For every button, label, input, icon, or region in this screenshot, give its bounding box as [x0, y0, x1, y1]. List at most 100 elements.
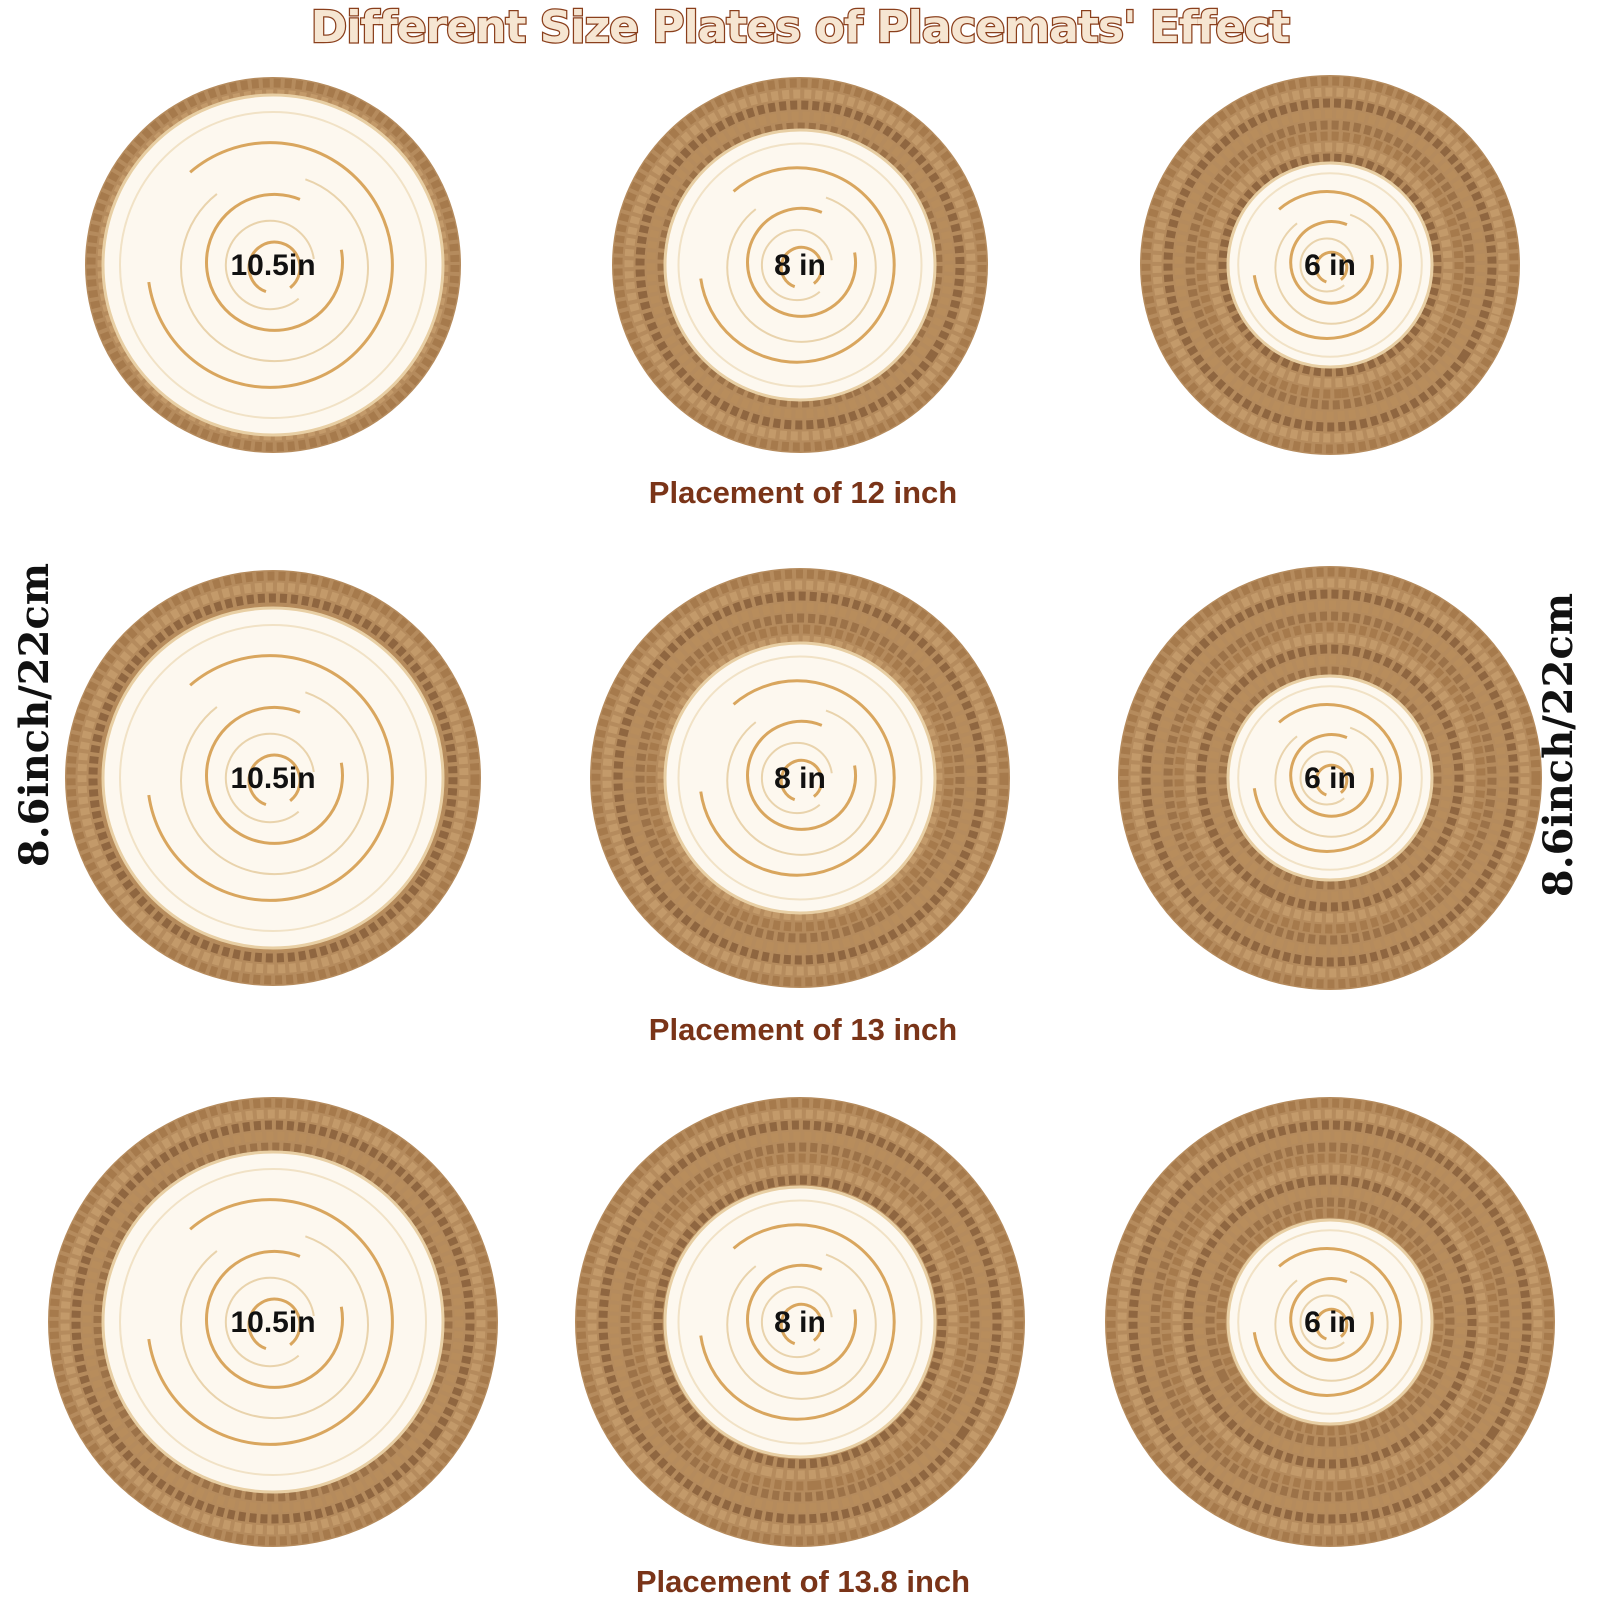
- mat-weave: [66, 571, 480, 985]
- placemat: 8 in: [612, 77, 988, 453]
- plate-swirl: [698, 166, 896, 364]
- plate-rim: [1237, 685, 1423, 871]
- plate-swirl: [1299, 750, 1355, 806]
- plate-size: 8 in: [774, 249, 826, 282]
- placemat: 10.5in: [48, 1097, 498, 1547]
- mat-weave: [1117, 1109, 1543, 1535]
- mat-weave: [613, 78, 987, 452]
- mat-weave: [60, 1109, 486, 1535]
- plate-swirl: [779, 758, 824, 803]
- plate-size: 10.5in: [230, 1306, 315, 1339]
- mat-weave: [1196, 644, 1464, 912]
- plate-swirl: [146, 654, 394, 902]
- plate-rim: [1237, 1229, 1423, 1415]
- side-label: 8.6inch/22cm: [1535, 593, 1582, 897]
- mat-weave: [93, 1142, 453, 1502]
- mat-weave: [1163, 611, 1497, 945]
- mat-weave: [1152, 600, 1508, 956]
- mat-weave: [635, 613, 965, 943]
- plate-swirl: [1299, 1294, 1355, 1350]
- mat-weave: [646, 111, 954, 419]
- mat-weave: [602, 580, 998, 976]
- placemat: 8 in: [575, 1097, 1025, 1547]
- plate-swirl: [760, 741, 834, 815]
- caption: Placement of 12 inch: [649, 475, 957, 510]
- plate-swirl: [726, 705, 877, 856]
- plate-swirl: [779, 245, 824, 290]
- mat-weave: [591, 569, 1009, 987]
- plate-swirl: [779, 1302, 824, 1347]
- plate-swirl: [205, 1249, 344, 1389]
- plate-swirl: [1252, 190, 1402, 340]
- plate-rim: [677, 655, 923, 901]
- placemat: 6 in: [1118, 566, 1542, 990]
- mat-weave: [82, 1131, 464, 1513]
- mat-weave: [1172, 1164, 1488, 1480]
- plate-swirl: [698, 679, 896, 877]
- mat-weave: [1218, 666, 1442, 890]
- plate-rim: [119, 111, 427, 419]
- mat-weave: [1205, 1197, 1455, 1447]
- mat-weave: [587, 1109, 1013, 1535]
- mat-weave: [642, 1164, 958, 1480]
- plate-swirl: [726, 1249, 877, 1400]
- placemats: 10.5in 8 in 6 in Placement of 12 inch 10.5in…: [48, 75, 1555, 1599]
- plate-rim: [677, 142, 923, 388]
- mat-weave: [613, 591, 987, 965]
- plate-swirl: [1314, 763, 1349, 798]
- plate-swirl: [1314, 1307, 1349, 1342]
- mat-weave: [1216, 1208, 1444, 1436]
- caption: Placement of 13.8 inch: [636, 1564, 970, 1599]
- plate-swirl: [180, 1230, 369, 1420]
- mat-weave: [1119, 567, 1541, 989]
- plate-swirl: [1252, 1247, 1402, 1397]
- plate-size: 6 in: [1304, 762, 1356, 795]
- plate-rim: [119, 624, 427, 932]
- mat-weave: [86, 78, 460, 452]
- mat-weave: [77, 582, 469, 974]
- plate-swirl: [1274, 1267, 1389, 1382]
- plate-swirl: [146, 1198, 394, 1446]
- mat-weave: [88, 593, 458, 963]
- plate-size: 8 in: [774, 1306, 826, 1339]
- plate-swirl: [698, 1223, 896, 1421]
- mat-weave: [49, 1098, 497, 1546]
- plate-swirl: [746, 206, 858, 318]
- mat-weave: [576, 1098, 1024, 1546]
- mat-weave: [1128, 1120, 1532, 1524]
- plate-swirl: [1274, 723, 1389, 838]
- plate-rim: [1237, 172, 1423, 358]
- mat-weave: [646, 624, 954, 932]
- placemat: 8 in: [590, 568, 1010, 988]
- mat-weave: [71, 1120, 475, 1524]
- plate-swirl: [1252, 703, 1402, 853]
- plate-swirl: [247, 240, 302, 295]
- plate-swirl: [760, 228, 834, 302]
- mat-weave: [1130, 578, 1530, 978]
- mat-weave: [1106, 1098, 1554, 1546]
- mat-weave: [1207, 655, 1453, 901]
- plate-rim: [677, 1199, 923, 1445]
- mat-weave: [1218, 153, 1442, 377]
- plate-rim: [119, 1168, 427, 1476]
- plate-size: 10.5in: [230, 762, 315, 795]
- placemat: 6 in: [1105, 1097, 1555, 1547]
- plate-swirl: [180, 173, 369, 363]
- plate-swirl: [1274, 210, 1389, 325]
- mat-weave: [657, 635, 943, 921]
- plate-swirl: [224, 1276, 316, 1368]
- plate-swirl: [760, 1285, 834, 1359]
- side-label: 8.6inch/22cm: [11, 563, 58, 867]
- plate-swirl: [1314, 250, 1349, 285]
- mat-weave: [1150, 1142, 1510, 1502]
- plate-swirl: [146, 141, 394, 389]
- plate-size: 6 in: [1304, 249, 1356, 282]
- plate-size: 10.5in: [230, 249, 315, 282]
- plate-swirl: [1289, 733, 1374, 818]
- mat-weave: [1141, 589, 1519, 967]
- caption: Placement of 13 inch: [649, 1012, 957, 1047]
- mat-weave: [1196, 131, 1464, 399]
- placemat: 10.5in: [85, 77, 461, 453]
- placemat: 6 in: [1140, 75, 1520, 455]
